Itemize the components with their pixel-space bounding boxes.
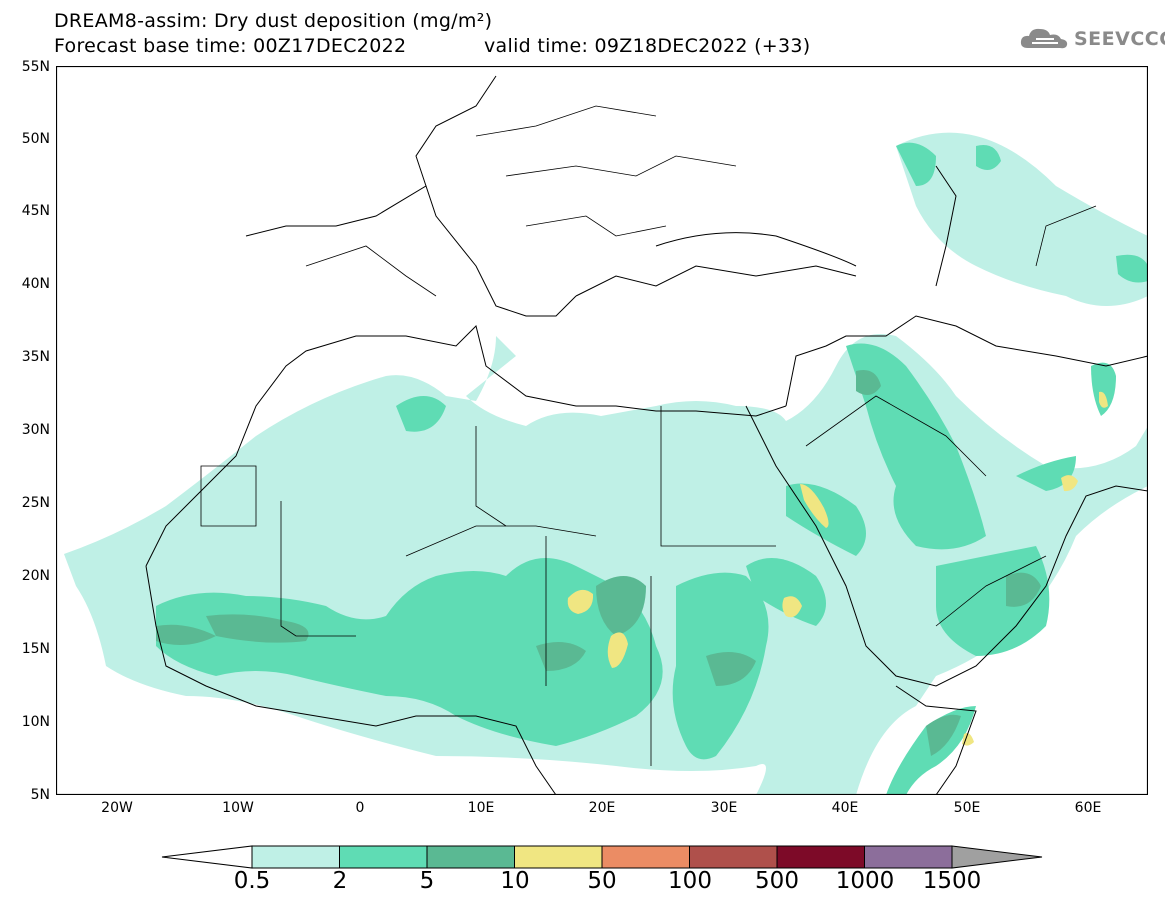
colorbar-box	[601, 845, 690, 869]
lon-tick-label: 0	[355, 800, 365, 816]
colorbar-box	[251, 845, 340, 869]
colorbar-label: 5	[419, 868, 435, 894]
logo-text: SEEVCCC	[1074, 28, 1165, 50]
colorbar-box	[864, 845, 953, 869]
lat-tick-label: 35N	[21, 349, 50, 365]
colorbar-over-triangle	[951, 845, 1043, 869]
colorbar-under-triangle	[161, 845, 253, 869]
lon-tick-label: 10W	[222, 800, 254, 816]
lon-tick-label: 60E	[1074, 800, 1102, 816]
lat-tick-label: 15N	[21, 641, 50, 657]
map-title: DREAM8-assim: Dry dust deposition (mg/m²…	[54, 10, 493, 32]
colorbar-label: 500	[755, 868, 799, 894]
colorbar-box	[514, 845, 603, 869]
contour-level-10	[567, 391, 1108, 746]
dust-deposition-map	[56, 66, 1148, 795]
colorbar-label: 50	[587, 868, 617, 894]
colorbar-label: 0.5	[233, 868, 271, 894]
colorbar-box	[776, 845, 865, 869]
country-borders	[200, 105, 1097, 766]
colorbar	[161, 845, 1043, 869]
cloud-icon	[1020, 28, 1068, 49]
coastlines	[145, 75, 1148, 795]
lat-tick-label: 30N	[21, 422, 50, 438]
lon-tick-label: 20W	[101, 800, 133, 816]
lon-tick-label: 40E	[831, 800, 859, 816]
lat-tick-label: 5N	[30, 787, 50, 803]
contour-level-5	[156, 370, 1041, 756]
seevccc-logo: SEEVCCC	[1018, 26, 1165, 52]
lat-tick-label: 50N	[21, 131, 50, 147]
colorbar-box	[426, 845, 515, 869]
valid-time: valid time: 09Z18DEC2022 (+33)	[484, 35, 811, 57]
lat-tick-label: 55N	[21, 59, 50, 75]
colorbar-box	[689, 845, 778, 869]
lat-tick-label: 20N	[21, 568, 50, 584]
colorbar-label: 100	[668, 868, 712, 894]
map-frame	[56, 66, 1148, 795]
colorbar-label: 1000	[835, 868, 895, 894]
colorbar-box	[339, 845, 428, 869]
lat-tick-label: 45N	[21, 203, 50, 219]
colorbar-label: 1500	[922, 868, 982, 894]
colorbar-label: 10	[500, 868, 530, 894]
lat-tick-label: 10N	[21, 714, 50, 730]
lat-tick-label: 40N	[21, 276, 50, 292]
lon-tick-label: 10E	[467, 800, 495, 816]
lon-tick-label: 30E	[710, 800, 738, 816]
lon-tick-label: 20E	[588, 800, 616, 816]
lat-tick-label: 25N	[21, 495, 50, 511]
colorbar-label: 2	[332, 868, 348, 894]
forecast-base-time: Forecast base time: 00Z17DEC2022	[54, 35, 407, 57]
lon-tick-label: 50E	[953, 800, 981, 816]
